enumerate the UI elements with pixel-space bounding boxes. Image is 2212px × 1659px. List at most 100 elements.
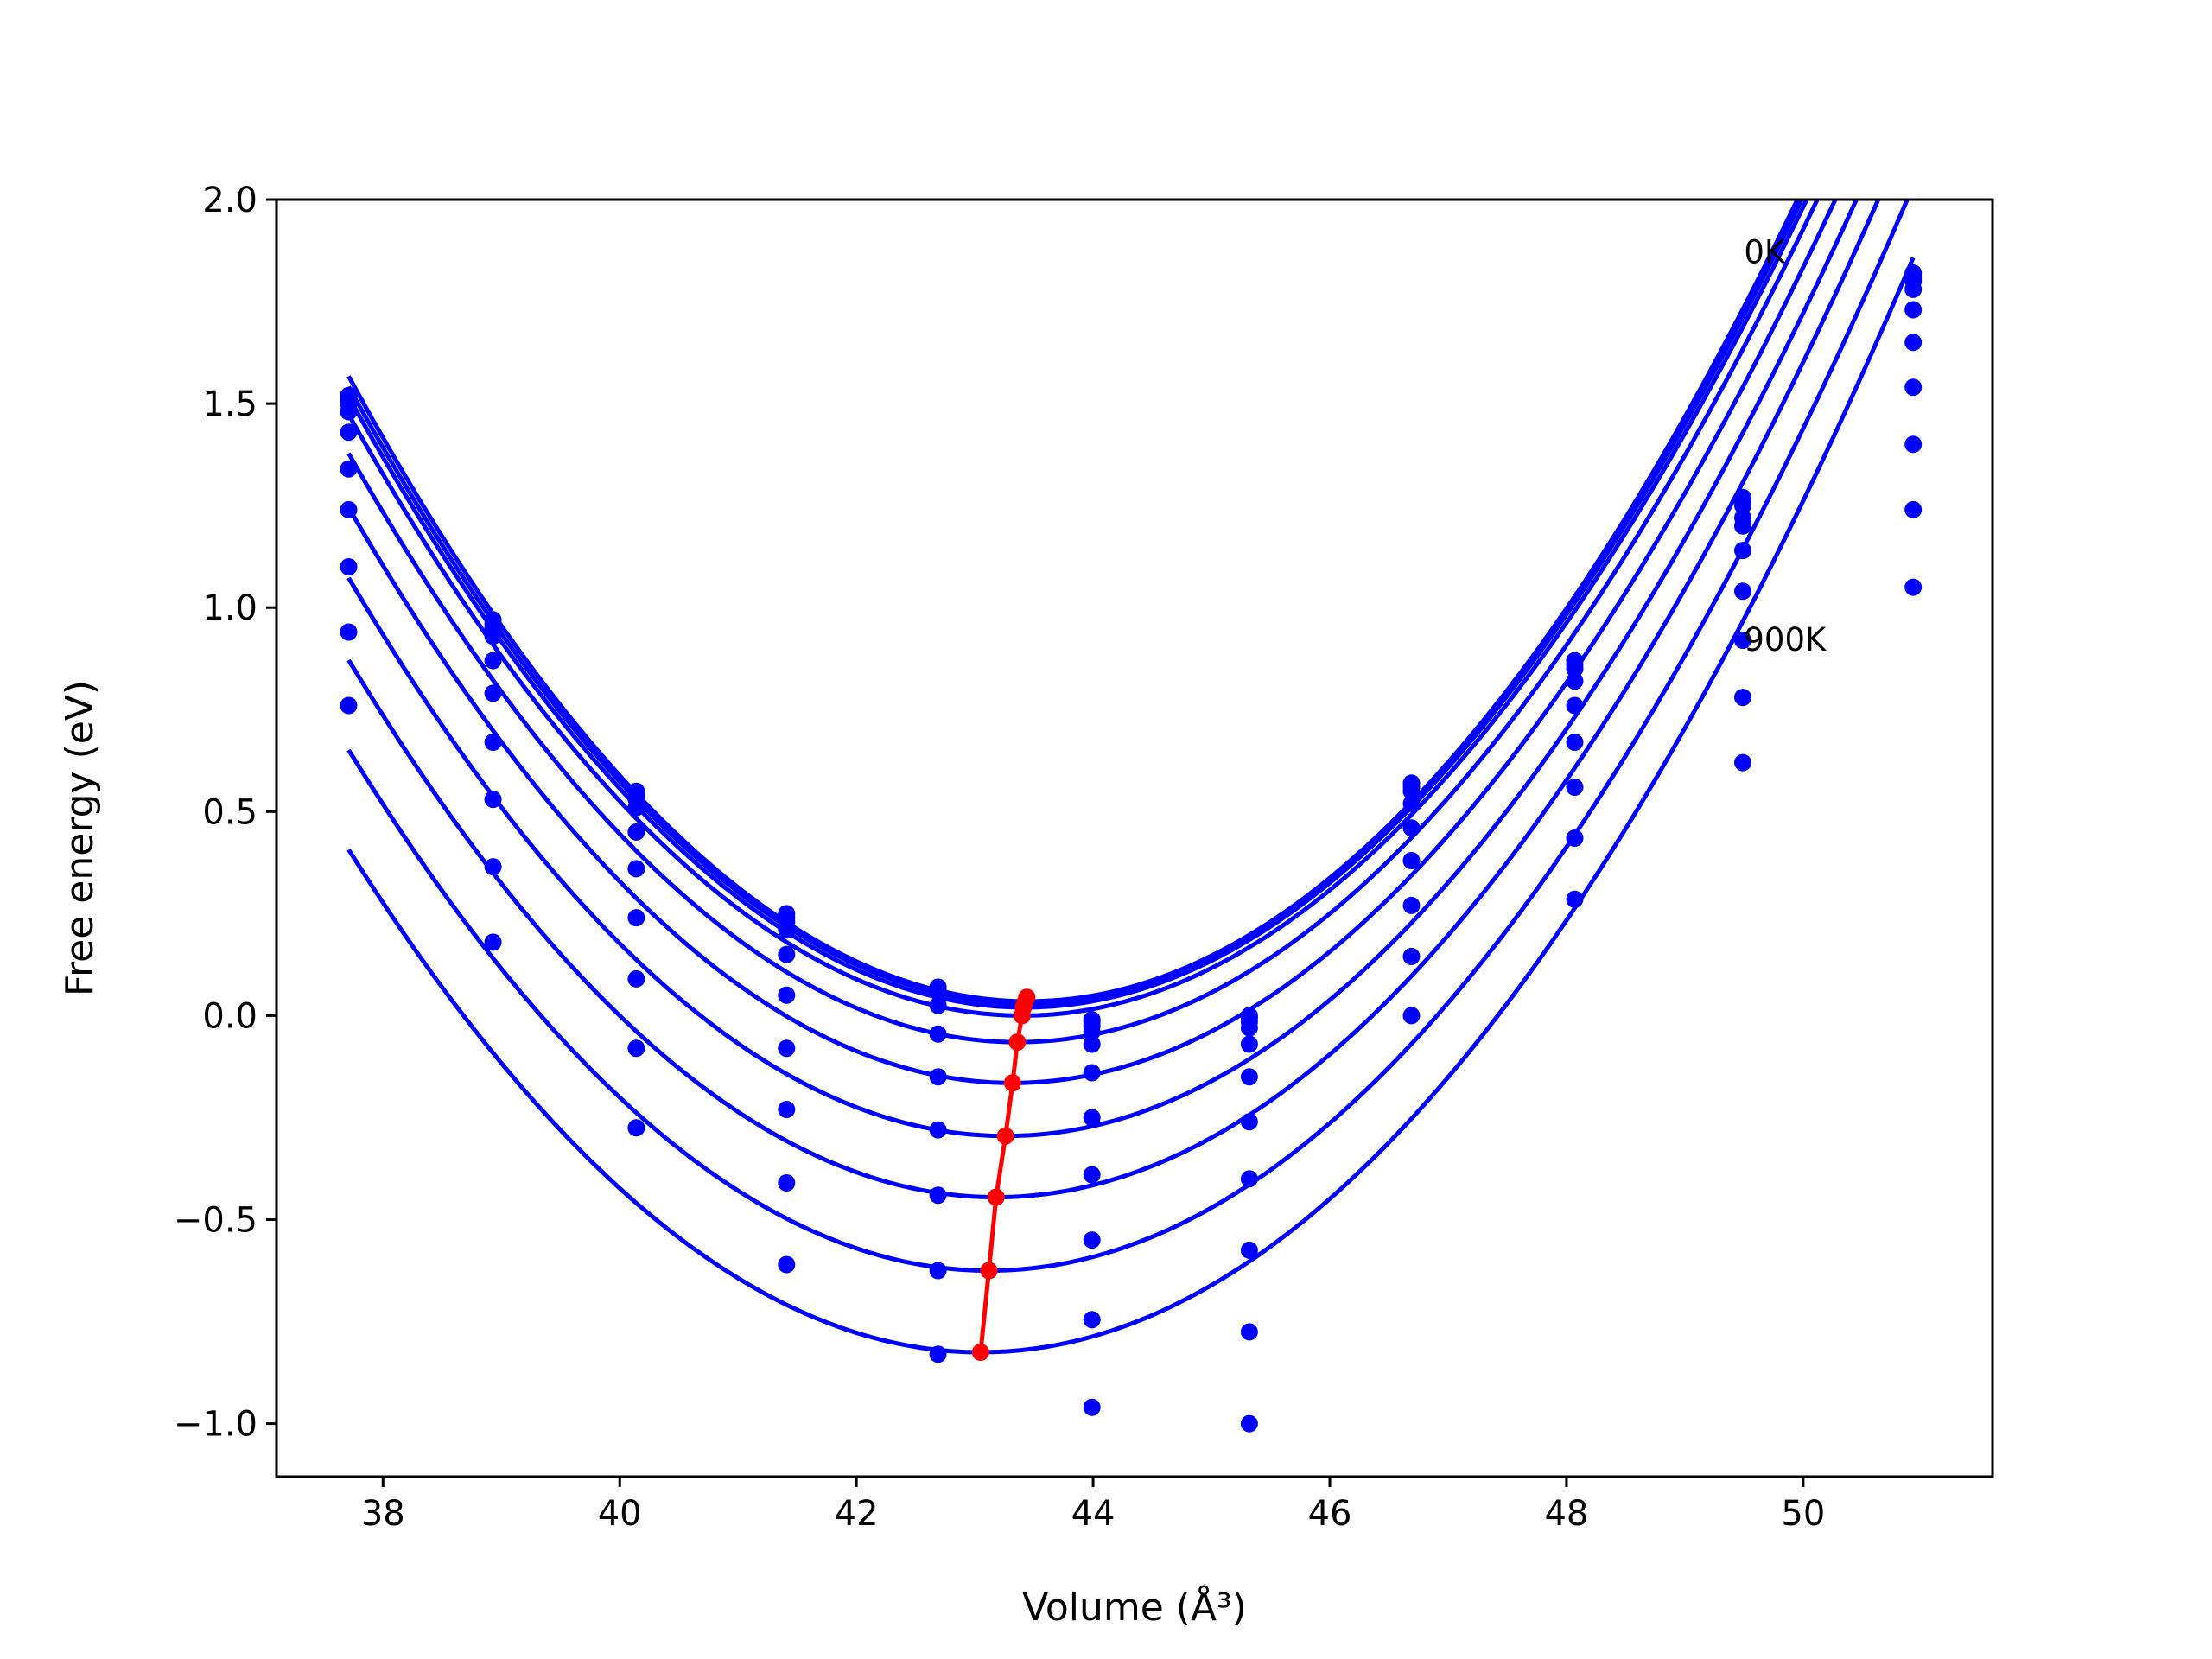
data-point xyxy=(1566,672,1584,690)
data-point xyxy=(929,982,947,1001)
data-point xyxy=(340,696,358,715)
data-point xyxy=(484,933,502,951)
data-point xyxy=(1566,779,1584,796)
y-tick-label: −1.0 xyxy=(174,1405,257,1445)
data-point xyxy=(484,734,502,751)
y-tick-label: 2.0 xyxy=(202,181,257,220)
data-point xyxy=(929,1025,947,1043)
data-point xyxy=(778,1255,796,1274)
y-tick-label: 0.5 xyxy=(202,792,257,832)
y-tick-label: 1.0 xyxy=(202,588,257,628)
isotherm-curve-6 xyxy=(346,200,1859,1139)
data-point xyxy=(1402,852,1421,869)
data-point xyxy=(1240,1323,1258,1341)
data-point xyxy=(1904,280,1923,298)
isotherm-curve-8 xyxy=(346,200,1910,1273)
data-point xyxy=(1240,1035,1258,1053)
data-point xyxy=(1904,301,1923,319)
data-point xyxy=(627,909,645,927)
data-point xyxy=(627,798,645,817)
data-point xyxy=(1904,378,1923,397)
data-point xyxy=(1083,1109,1101,1127)
data-point xyxy=(1734,542,1751,560)
data-point xyxy=(484,652,502,670)
x-tick-label: 42 xyxy=(835,1494,879,1534)
data-point xyxy=(778,1039,796,1058)
annotation-0k: 0K xyxy=(1744,233,1787,270)
data-point xyxy=(778,921,796,939)
data-point xyxy=(340,423,358,442)
data-point xyxy=(627,969,645,988)
data-point xyxy=(1083,1035,1101,1053)
data-point xyxy=(1402,947,1421,965)
isotherm-curve-9 xyxy=(346,257,1916,1355)
data-point xyxy=(484,858,502,876)
data-point xyxy=(929,996,947,1014)
minimum-point xyxy=(987,1188,1005,1206)
data-point xyxy=(1083,1231,1101,1249)
data-point xyxy=(1402,782,1421,800)
minima-series xyxy=(971,988,1036,1361)
minimum-point xyxy=(996,1127,1014,1145)
data-point xyxy=(1566,830,1584,847)
x-tick-label: 48 xyxy=(1544,1494,1588,1534)
data-point xyxy=(929,1068,947,1086)
data-point xyxy=(1734,582,1751,601)
data-point xyxy=(1566,660,1584,677)
minimum-point xyxy=(1003,1074,1021,1092)
data-point xyxy=(1083,1166,1101,1184)
data-point xyxy=(1904,500,1923,518)
data-point xyxy=(1240,1113,1258,1131)
data-point xyxy=(1083,1398,1101,1416)
minimum-point xyxy=(971,1344,989,1361)
data-point xyxy=(1402,794,1421,812)
data-point xyxy=(340,623,358,641)
data-point xyxy=(340,460,358,478)
data-point xyxy=(1734,689,1751,707)
y-axis-ticks: −1.0 −0.5 0.0 0.5 1.0 1.5 2.0 xyxy=(174,181,276,1445)
x-axis-title: Volume (Å³) xyxy=(1022,1584,1247,1630)
data-point xyxy=(929,1186,947,1205)
y-axis-title: Free energy (eV) xyxy=(58,680,102,996)
data-point xyxy=(627,1119,645,1137)
x-tick-label: 44 xyxy=(1071,1494,1116,1534)
minimum-point xyxy=(1008,1033,1027,1052)
isotherm-curves xyxy=(346,200,1916,1355)
data-point xyxy=(929,1121,947,1139)
data-point xyxy=(778,986,796,1004)
data-point xyxy=(929,1262,947,1280)
data-point xyxy=(1566,696,1584,715)
x-tick-label: 40 xyxy=(598,1494,642,1534)
y-tick-label: 0.0 xyxy=(202,996,257,1036)
data-point xyxy=(1240,1414,1258,1433)
data-point xyxy=(1240,1068,1258,1086)
data-point xyxy=(1240,1241,1258,1259)
data-point xyxy=(340,403,358,421)
minimum-point xyxy=(1013,1007,1031,1025)
data-point xyxy=(484,791,502,809)
minimum-point xyxy=(980,1262,998,1280)
data-point xyxy=(778,945,796,963)
data-point xyxy=(1904,578,1923,596)
isotherm-curve-1 xyxy=(346,200,1802,1006)
data-point xyxy=(1402,896,1421,914)
data-point xyxy=(1240,1170,1258,1188)
data-point xyxy=(1083,1023,1101,1041)
plot-frame xyxy=(275,198,1994,1478)
data-point xyxy=(484,627,502,645)
data-point xyxy=(1402,1007,1421,1025)
annotation-900k: 900K xyxy=(1744,621,1827,658)
data-points xyxy=(340,264,1923,1433)
data-point xyxy=(1734,632,1751,649)
data-point xyxy=(484,684,502,702)
data-point xyxy=(1240,1019,1258,1037)
x-axis-ticks: 38 40 42 44 46 48 50 xyxy=(361,1477,1825,1534)
isotherm-curve-4 xyxy=(346,200,1820,1045)
isotherm-curve-5 xyxy=(346,200,1838,1085)
data-point xyxy=(627,1039,645,1058)
isotherm-curve-2 xyxy=(346,200,1804,1010)
data-point xyxy=(1402,819,1421,837)
data-point xyxy=(1734,753,1751,772)
